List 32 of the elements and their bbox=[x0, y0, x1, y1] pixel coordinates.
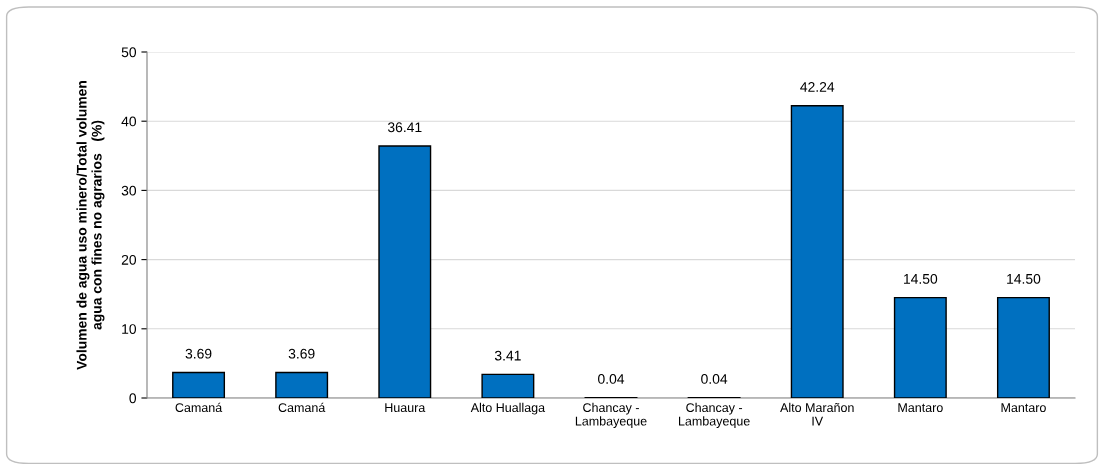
bar bbox=[790, 105, 844, 398]
bar bbox=[275, 371, 329, 398]
x-tick-label: Camaná bbox=[278, 402, 326, 413]
y-tick-label: 30 bbox=[121, 185, 137, 196]
data-label: 3.69 bbox=[185, 348, 212, 359]
y-tick-label: 10 bbox=[122, 324, 137, 334]
data-label: 0.04 bbox=[598, 374, 625, 384]
y-tick-label: 0 bbox=[129, 393, 137, 404]
data-label: 0.04 bbox=[701, 374, 728, 384]
bar bbox=[481, 373, 535, 398]
data-label: 42.24 bbox=[800, 82, 835, 92]
x-tick-label: Camaná bbox=[175, 402, 223, 413]
y-axis-title: Volumen de agua uso minero/Total volumen agua con fines no agrarios (%) bbox=[76, 81, 105, 370]
data-label: 14.50 bbox=[904, 273, 938, 284]
bar bbox=[893, 296, 947, 398]
y-tick-label: 20 bbox=[121, 254, 137, 265]
data-label: 36.41 bbox=[387, 122, 422, 133]
bar bbox=[996, 296, 1050, 398]
x-tick-label: Mantaro bbox=[898, 403, 943, 413]
data-label: 3.69 bbox=[288, 348, 315, 359]
data-label: 14.50 bbox=[1007, 273, 1041, 284]
x-tick-label: Huaura bbox=[385, 403, 426, 413]
x-tick-label: Chancay - Lambayeque bbox=[575, 402, 647, 428]
x-tick-label: Alto Marañon IV bbox=[780, 402, 854, 426]
x-tick-label: Mantaro bbox=[1001, 403, 1046, 413]
bar bbox=[378, 145, 432, 398]
y-tick-label: 50 bbox=[121, 47, 137, 58]
x-tick-label: Alto Huallaga bbox=[470, 402, 546, 415]
data-label: 3.41 bbox=[494, 350, 521, 361]
y-tick-label: 40 bbox=[121, 116, 137, 127]
bar bbox=[172, 371, 226, 398]
x-tick-label: Chancay - Lambayeque bbox=[679, 402, 750, 428]
